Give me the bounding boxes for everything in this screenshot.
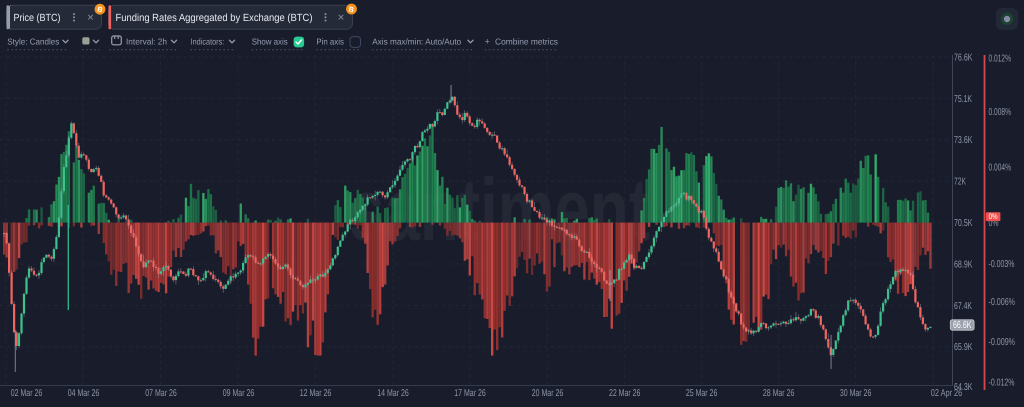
- svg-text:B: B: [348, 4, 355, 14]
- svg-text:Show axis: Show axis: [252, 36, 288, 46]
- svg-text:09 Mar 26: 09 Mar 26: [223, 388, 255, 399]
- svg-text:68.9K: 68.9K: [954, 259, 973, 270]
- svg-text:12 Mar 26: 12 Mar 26: [300, 388, 332, 399]
- svg-text:0%: 0%: [989, 218, 999, 229]
- svg-text:17 Mar 26: 17 Mar 26: [454, 388, 486, 399]
- svg-text:73.6K: 73.6K: [954, 135, 973, 146]
- svg-text:25 Mar 26: 25 Mar 26: [686, 388, 718, 399]
- svg-text:67.4K: 67.4K: [954, 301, 972, 312]
- svg-text:02 Mar 26: 02 Mar 26: [11, 388, 43, 399]
- svg-text:07 Mar 26: 07 Mar 26: [145, 388, 177, 399]
- svg-text:Style: Candles: Style: Candles: [7, 36, 59, 46]
- svg-text:Funding Rates Aggregated by Ex: Funding Rates Aggregated by Exchange (BT…: [116, 13, 313, 24]
- svg-text:+: +: [485, 36, 490, 47]
- svg-text:-0.012%: -0.012%: [989, 378, 1015, 389]
- svg-text:0.008%: 0.008%: [989, 107, 1012, 118]
- svg-text:02 Apr 26: 02 Apr 26: [931, 388, 963, 399]
- svg-text:0.012%: 0.012%: [989, 53, 1012, 64]
- svg-text:76.6K: 76.6K: [954, 52, 973, 63]
- svg-text:70.5K: 70.5K: [954, 218, 973, 229]
- svg-text:Combine metrics: Combine metrics: [495, 36, 558, 46]
- svg-text:Pin axis: Pin axis: [316, 36, 344, 46]
- svg-text:04 Mar 26: 04 Mar 26: [68, 388, 100, 399]
- svg-text:64.3K: 64.3K: [954, 382, 973, 393]
- svg-text:-0.006%: -0.006%: [989, 297, 1016, 308]
- svg-text:0.004%: 0.004%: [989, 162, 1012, 173]
- svg-text:Price (BTC): Price (BTC): [14, 13, 61, 24]
- svg-text:Interval: 2h: Interval: 2h: [126, 36, 167, 46]
- svg-text:-0.003%: -0.003%: [989, 259, 1015, 270]
- svg-text:30 Mar 26: 30 Mar 26: [840, 388, 872, 399]
- svg-text:Indicators:: Indicators:: [191, 36, 225, 46]
- svg-text:0%: 0%: [989, 212, 998, 221]
- svg-text:22 Mar 26: 22 Mar 26: [609, 388, 641, 399]
- svg-text:-0.009%: -0.009%: [989, 337, 1016, 348]
- svg-text:66.6K: 66.6K: [953, 320, 972, 331]
- svg-text:65.9K: 65.9K: [954, 342, 973, 353]
- svg-text:14 Mar 26: 14 Mar 26: [377, 388, 409, 399]
- svg-text:B: B: [96, 4, 103, 14]
- svg-text:Axis max/min: Auto/Auto: Axis max/min: Auto/Auto: [372, 36, 461, 46]
- svg-text:28 Mar 26: 28 Mar 26: [763, 388, 795, 399]
- svg-text:20 Mar 26: 20 Mar 26: [532, 388, 564, 399]
- svg-text:75.1K: 75.1K: [954, 94, 972, 105]
- svg-text:72K: 72K: [954, 177, 966, 188]
